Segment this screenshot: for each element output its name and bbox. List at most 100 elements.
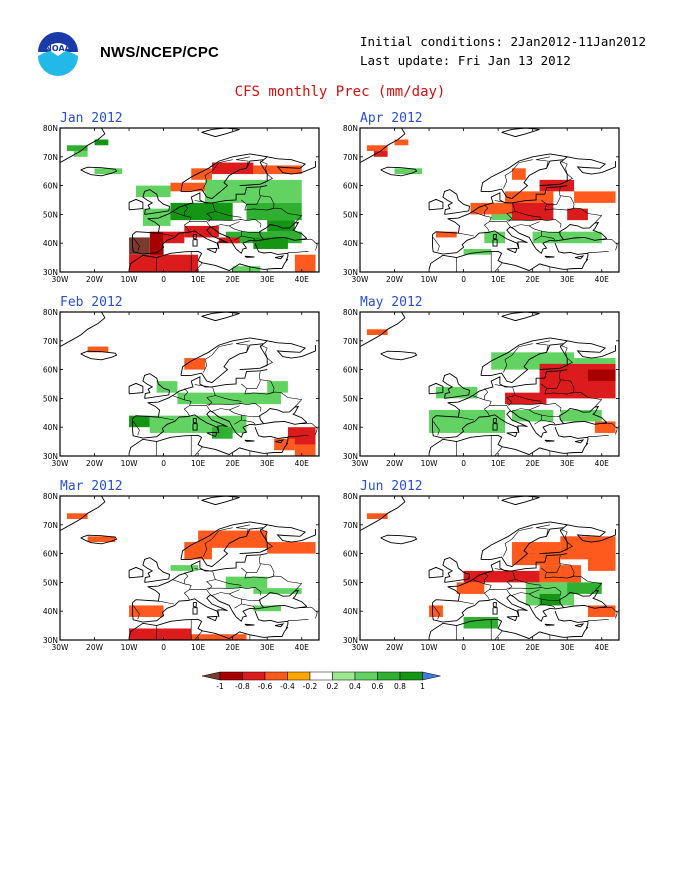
y-tick-label: 60N bbox=[343, 366, 358, 375]
anomaly-cell bbox=[94, 168, 123, 175]
panel-title-feb: Feb 2012 bbox=[60, 295, 123, 310]
country-border bbox=[194, 446, 203, 456]
coastline bbox=[360, 312, 406, 347]
coastline bbox=[206, 615, 218, 622]
country-border bbox=[203, 159, 233, 189]
country-border bbox=[239, 586, 262, 596]
country-border bbox=[529, 409, 542, 425]
country-border bbox=[546, 192, 561, 205]
colorbar: -1 -0.8 -0.6 -0.4 -0.2 0.2 0.4 0.6 0.8 1 bbox=[201, 671, 441, 691]
anomaly-cell bbox=[156, 381, 178, 393]
anomaly-cell bbox=[463, 616, 499, 629]
anomaly-cell bbox=[87, 536, 116, 543]
coastline bbox=[432, 221, 608, 255]
country-border bbox=[206, 587, 242, 590]
coastline bbox=[192, 607, 198, 615]
panel-title-mar: Mar 2012 bbox=[60, 479, 123, 494]
y-tick-label: 70N bbox=[43, 521, 58, 530]
coastline bbox=[492, 607, 498, 615]
coastline bbox=[128, 382, 144, 395]
anomaly-cell bbox=[435, 386, 478, 399]
y-tick-label: 40N bbox=[343, 239, 358, 248]
coastline bbox=[539, 343, 568, 371]
coastline bbox=[432, 405, 608, 439]
coastline bbox=[567, 340, 616, 359]
y-tick-label: 30N bbox=[343, 268, 358, 277]
coastline bbox=[128, 566, 144, 579]
country-border bbox=[298, 423, 318, 435]
country-border bbox=[541, 419, 556, 425]
coastline bbox=[575, 439, 585, 444]
anomaly-cell bbox=[587, 369, 616, 382]
colorbar-arrow-low bbox=[201, 671, 221, 681]
country-border bbox=[515, 211, 542, 218]
country-border bbox=[215, 579, 242, 586]
country-border bbox=[260, 563, 275, 579]
coastline bbox=[275, 623, 285, 628]
country-border bbox=[541, 199, 547, 211]
x-tick-label: 20E bbox=[226, 459, 241, 468]
x-tick-label: 40E bbox=[595, 643, 610, 652]
country-border bbox=[241, 414, 261, 417]
country-border bbox=[194, 384, 212, 388]
country-border bbox=[244, 391, 303, 408]
coastline bbox=[318, 231, 319, 233]
x-tick-label: 30E bbox=[560, 643, 575, 652]
y-tick-label: 40N bbox=[343, 423, 358, 432]
anomaly-cell bbox=[574, 191, 616, 203]
coastline bbox=[60, 128, 106, 163]
x-tick-label: 10E bbox=[491, 643, 506, 652]
anomaly-cell bbox=[253, 605, 282, 612]
country-border bbox=[458, 232, 475, 237]
country-border bbox=[260, 160, 273, 185]
x-tick-label: 10W bbox=[421, 459, 439, 468]
coastline bbox=[539, 159, 568, 187]
coastline bbox=[254, 243, 289, 261]
anomaly-cell bbox=[560, 536, 616, 560]
y-tick-label: 50N bbox=[343, 578, 358, 587]
colorbar-swatch bbox=[287, 671, 311, 681]
map-panel-jun: 30W 20W 10W 0 10E 20E 30E 40E 80N 70N 60N 50N 40N 30N bbox=[343, 492, 620, 652]
coastline bbox=[432, 369, 568, 419]
country-border bbox=[158, 600, 175, 605]
svg-text:NOAA: NOAA bbox=[45, 44, 71, 53]
country-border bbox=[203, 527, 233, 557]
x-tick-label: 0 bbox=[461, 275, 466, 284]
coastline bbox=[192, 423, 198, 431]
country-border bbox=[194, 262, 203, 272]
coastline bbox=[192, 239, 198, 247]
y-tick-label: 60N bbox=[343, 182, 358, 191]
country-border bbox=[432, 421, 440, 436]
map-panel-apr: 30W 20W 10W 0 10E 20E 30E 40E 80N 70N 60N 50N 40N 30N bbox=[343, 124, 620, 284]
anomaly-cell bbox=[587, 553, 616, 571]
country-border bbox=[515, 579, 542, 586]
country-border bbox=[484, 204, 489, 216]
country-border bbox=[259, 187, 261, 193]
coastline bbox=[254, 427, 289, 445]
coastline bbox=[506, 615, 518, 622]
country-border bbox=[432, 605, 440, 620]
country-border bbox=[194, 630, 203, 640]
anomaly-cell bbox=[211, 162, 254, 175]
country-border bbox=[587, 435, 609, 437]
x-tick-label: 0 bbox=[161, 643, 166, 652]
coastline bbox=[180, 153, 269, 200]
anomaly-cell bbox=[463, 248, 492, 255]
anomaly-cell bbox=[532, 231, 602, 244]
coastline bbox=[239, 527, 268, 555]
country-border bbox=[244, 575, 303, 592]
country-border bbox=[494, 630, 503, 640]
coastline bbox=[618, 415, 619, 417]
colorbar-label: -0.4 bbox=[280, 682, 295, 691]
anomaly-cell bbox=[66, 513, 88, 520]
y-tick-label: 40N bbox=[43, 607, 58, 616]
anomaly-cell bbox=[73, 151, 88, 157]
colorbar-arrow-high bbox=[422, 671, 441, 681]
anomaly-cell bbox=[366, 513, 388, 520]
x-tick-label: 10E bbox=[491, 459, 506, 468]
x-tick-label: 30E bbox=[560, 275, 575, 284]
anomaly-cell bbox=[505, 191, 554, 203]
x-tick-label: 0 bbox=[461, 643, 466, 652]
country-border bbox=[211, 589, 240, 596]
anomaly-cell bbox=[225, 576, 268, 589]
